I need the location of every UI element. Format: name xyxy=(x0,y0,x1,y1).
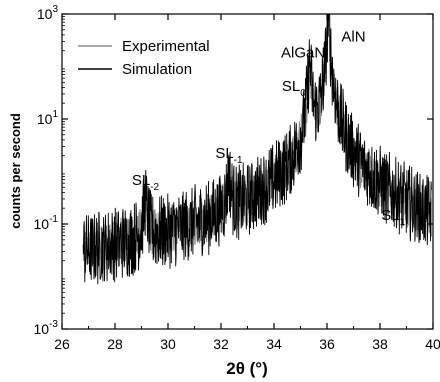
y-tick-label: 10-3 xyxy=(34,319,59,337)
y-tick-label: 10-1 xyxy=(34,214,59,232)
x-tick-label: 28 xyxy=(107,336,123,352)
y-tick-label: 103 xyxy=(37,4,59,22)
y-axis-title: counts per second xyxy=(8,113,23,229)
annotation-algan: AlGaN xyxy=(281,44,325,61)
x-tick-label: 38 xyxy=(372,336,388,352)
series-simulation xyxy=(82,13,432,285)
x-tick-label: 34 xyxy=(266,336,282,352)
x-tick-label: 30 xyxy=(160,336,176,352)
tick-layer: 26 28 30 32 34 36 38 40 103 101 10-1 10-3 xyxy=(34,4,440,352)
legend: Experimental Simulation xyxy=(78,38,210,78)
legend-label-experimental: Experimental xyxy=(122,38,210,55)
annotation-sl-2: SL-2 xyxy=(132,172,160,193)
series-layer xyxy=(82,13,432,285)
x-tick-label: 32 xyxy=(213,336,229,352)
x-tick-label: 26 xyxy=(54,336,70,352)
annotation-layer: SL-2 SL-1 AlGaN SL0 AlN SL1 xyxy=(132,28,406,227)
y-tick-label: 101 xyxy=(37,109,59,127)
x-tick-label: 36 xyxy=(319,336,335,352)
x-axis-title: 2θ (°) xyxy=(226,359,268,378)
legend-label-simulation: Simulation xyxy=(122,61,192,78)
annotation-sl1: SL1 xyxy=(381,207,405,228)
annotation-sl0: SL0 xyxy=(282,78,306,99)
x-tick-label: 40 xyxy=(425,336,440,352)
annotation-sl-1: SL-1 xyxy=(215,145,243,166)
annotation-aln: AlN xyxy=(341,28,365,45)
